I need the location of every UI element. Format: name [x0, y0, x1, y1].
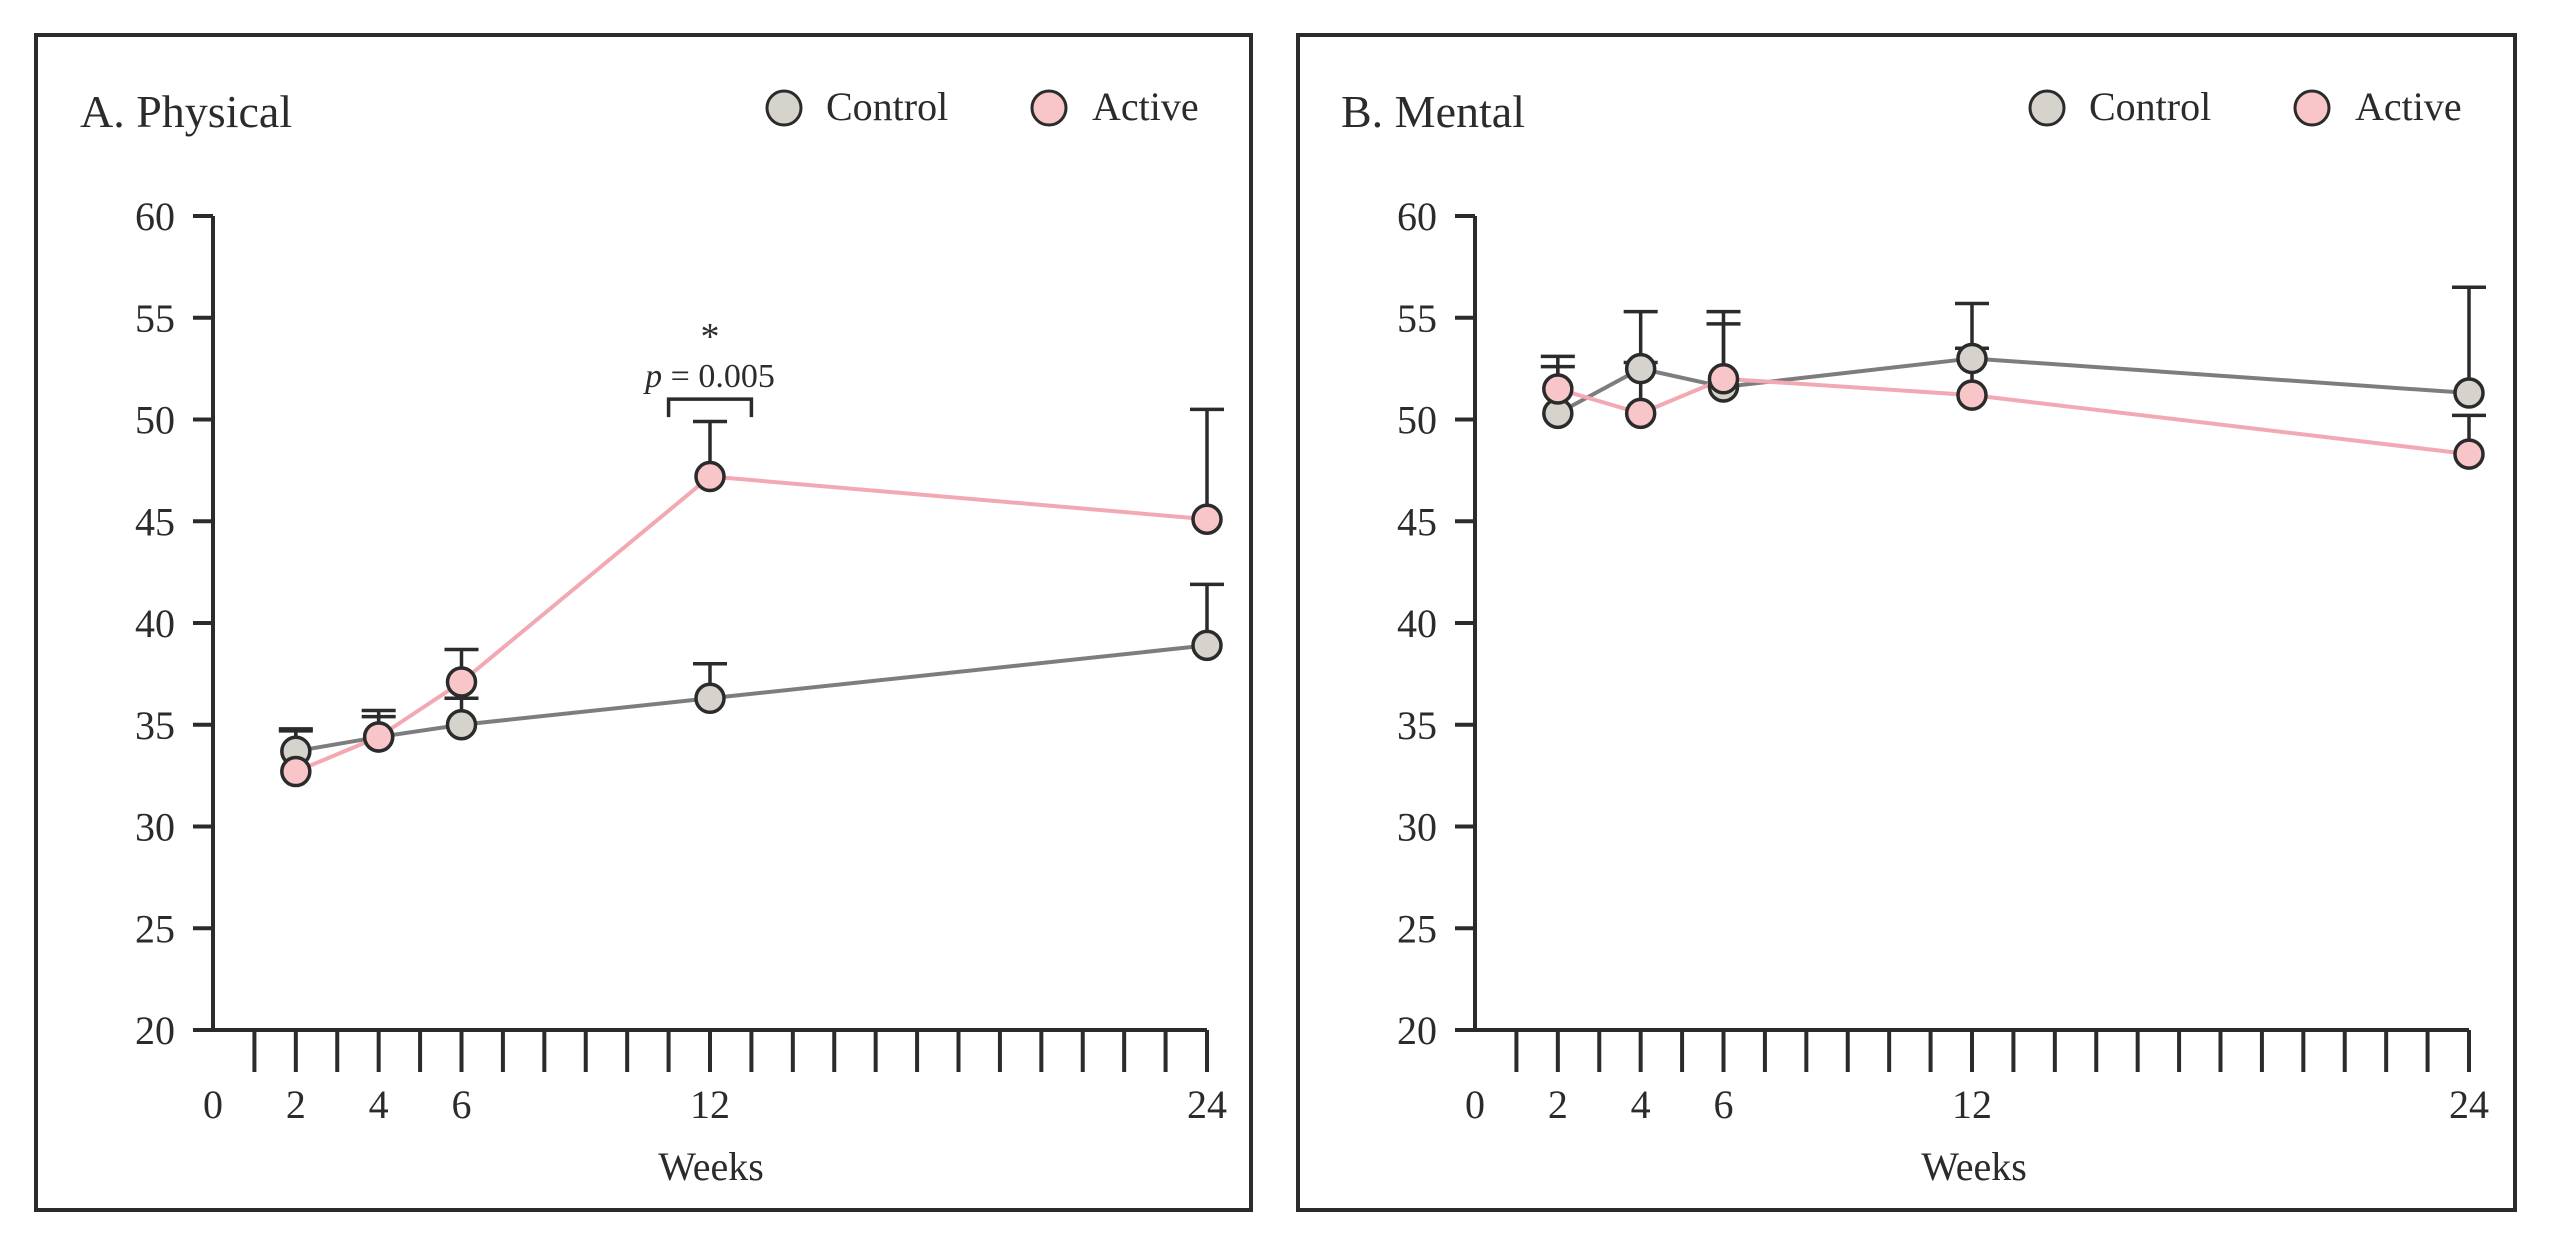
panel-a-xtick-label: 0	[203, 1082, 223, 1127]
panel-b-xtick-label: 2	[1548, 1082, 1568, 1127]
panel-a-ytick-label: 20	[135, 1008, 175, 1053]
panel-a-p-value: p = 0.005	[643, 358, 775, 395]
panel-b-active-point	[1542, 373, 1574, 405]
panel-b-active-point	[1624, 397, 1657, 430]
panel-a-xtick-label: 6	[452, 1082, 472, 1127]
legend-a-control-label: Control	[826, 84, 948, 129]
panel-b-xtick-label: 12	[1952, 1082, 1992, 1127]
panel-a-control-point	[1191, 629, 1223, 662]
panel-a-active-point	[280, 755, 312, 788]
panel-a-xtick-label: 12	[690, 1082, 730, 1127]
panel-b-control-line	[1556, 356, 2470, 416]
legend-b-active-label: Active	[2355, 84, 2462, 129]
panel-b-control-point	[1956, 342, 1988, 375]
panel-a-ytick-label: 60	[135, 194, 175, 239]
panel-a-xlabel: Weeks	[658, 1144, 764, 1189]
panel-b-active-point	[1707, 363, 1740, 395]
legend-b-active-marker	[2293, 89, 2331, 127]
legend-a-control-marker	[765, 89, 803, 127]
panel-a-ytick-label: 25	[135, 906, 175, 951]
panel-a-xtick-label: 4	[369, 1082, 389, 1127]
panel-b-legend: Control Active	[2028, 84, 2462, 129]
panel-b-ytick-label: 35	[1397, 703, 1437, 748]
legend-a-active-marker	[1030, 89, 1068, 127]
panel-b-ytick-label: 25	[1397, 906, 1437, 951]
panel-a-active-point	[694, 460, 726, 493]
panel-b-xtick-label: 0	[1465, 1082, 1485, 1127]
panel-b-control-point	[2453, 377, 2485, 409]
panel-b-xtick-label: 4	[1631, 1082, 1651, 1127]
panel-b-ytick-label: 45	[1397, 499, 1437, 544]
panel-b-title: B. Mental	[1341, 86, 1525, 137]
panel-a-xtick-label: 2	[286, 1082, 306, 1127]
panel-a-ytick-label: 55	[135, 296, 175, 341]
panel-a-ytick-label: 45	[135, 499, 175, 544]
panel-b-active-point	[2453, 438, 2485, 470]
panel-a-active-point	[1191, 503, 1223, 535]
panel-b-xlabel: Weeks	[1921, 1144, 2027, 1189]
panel-a-ytick-label: 40	[135, 601, 175, 646]
panel-a-control-line	[295, 643, 1208, 754]
panel-b-ytick-label: 20	[1397, 1008, 1437, 1053]
legend-b-control-label: Control	[2089, 84, 2211, 129]
panel-a-significance-star: *	[701, 316, 720, 358]
panel-b-ytick-label: 60	[1397, 194, 1437, 239]
panel-b-active-point	[1956, 379, 1988, 411]
panel-b-control-point	[1624, 352, 1657, 385]
panel-b-frame	[1296, 33, 2517, 1212]
panel-b-ytick-label: 55	[1397, 296, 1437, 341]
panel-a-control-point	[445, 709, 478, 741]
panel-b-ytick-label: 50	[1397, 398, 1437, 443]
panel-a-ytick-label: 50	[135, 398, 175, 443]
panel-b-ytick-label: 30	[1397, 805, 1437, 850]
panel-b-xtick-label: 24	[2449, 1082, 2489, 1127]
panel-b-active-line	[1557, 376, 2470, 457]
legend-a-active-label: Active	[1092, 84, 1199, 129]
panel-b-ytick-label: 40	[1397, 601, 1437, 646]
panel-a-ytick-label: 35	[135, 703, 175, 748]
panel-a-title: A. Physical	[80, 86, 292, 137]
panel-a-significance-bracket	[666, 397, 754, 418]
panel-a-ytick-label: 30	[135, 805, 175, 850]
panel-a-xtick-label: 24	[1187, 1082, 1227, 1127]
legend-b-control-marker	[2028, 89, 2066, 127]
panel-a-control-point	[694, 682, 726, 715]
panel-a-active-point	[362, 721, 395, 753]
panel-a-frame	[34, 33, 1253, 1212]
panel-a-active-point	[445, 666, 478, 698]
panel-a-legend: Control Active	[765, 84, 1199, 129]
panel-b-xtick-label: 6	[1714, 1082, 1734, 1127]
